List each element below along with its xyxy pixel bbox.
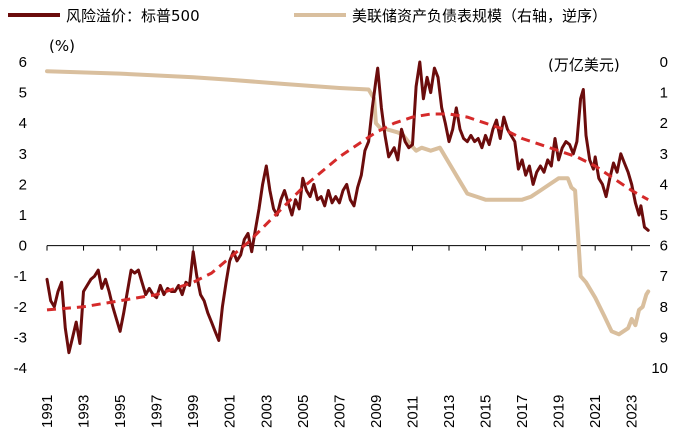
right-axis-tick-label: 2 [660,115,668,132]
right-axis-tick-label: 4 [660,176,668,193]
left-axis-tick-label: 4 [19,115,27,132]
legend: 风险溢价：标普500 美联储资产负债表规模（右轴，逆序） [8,7,607,25]
left-axis-tick-label: 0 [19,238,27,255]
plot-area [45,60,651,355]
x-axis-tick-label: 1993 [76,395,93,428]
x-axis-tick-label: 1995 [112,395,129,428]
series-line-risk-premium [45,60,650,355]
legend-label-risk-premium: 风险溢价：标普500 [66,7,200,25]
left-axis-tick-label: 6 [19,54,27,71]
left-axis-tick-label: -4 [14,360,27,377]
left-axis-tick-label: 2 [19,176,27,193]
left-axis-tick-label: -3 [14,329,27,346]
x-axis-tick-label: 2005 [295,395,312,428]
x-axis-tick-label: 2021 [587,395,604,428]
x-axis-tick-label: 2013 [441,395,458,428]
right-axis-tick-label: 1 [660,85,668,102]
x-axis-tick-label: 2019 [551,395,568,428]
x-axis-tick-label: 2017 [514,395,531,428]
left-axis-tick-label: -1 [14,268,27,285]
x-axis-tick-label: 2003 [258,395,275,428]
right-axis-tick-label: 3 [660,146,668,163]
x-axis-tick-label: 2001 [222,395,239,428]
series-line-fed-balance-sheet [45,69,651,337]
right-axis-tick-label: 0 [660,54,668,71]
right-axis-tick-label: 6 [660,238,668,255]
left-axis-tick-label: 3 [19,146,27,163]
left-axis-unit: (%) [49,37,75,55]
right-axis-tick-label: 8 [660,299,668,316]
left-axis-tick-label: -2 [14,299,27,316]
left-axis-tick-label: 5 [19,85,27,102]
left-axis-tick-label: 1 [19,207,27,224]
right-axis-tick-label: 10 [651,360,668,377]
right-axis-tick-label: 9 [660,329,668,346]
x-axis-tick-label: 2007 [331,395,348,428]
right-axis-tick-label: 5 [660,207,668,224]
series-line-trend [46,112,649,312]
x-axis-tick-label: 1999 [185,395,202,428]
right-axis-tick-label: 7 [660,268,668,285]
x-axis-tick-label: 1991 [39,395,56,428]
legend-label-fed-balance-sheet: 美联储资产负债表规模（右轴，逆序） [352,7,607,25]
x-axis-tick-label: 2023 [624,395,641,428]
x-axis-tick-label: 2009 [368,395,385,428]
right-axis-unit: (万亿美元) [548,56,620,74]
x-axis-tick-label: 2011 [404,396,421,428]
x-axis-tick-label: 2015 [478,395,495,428]
x-axis-tick-label: 1997 [149,395,166,428]
